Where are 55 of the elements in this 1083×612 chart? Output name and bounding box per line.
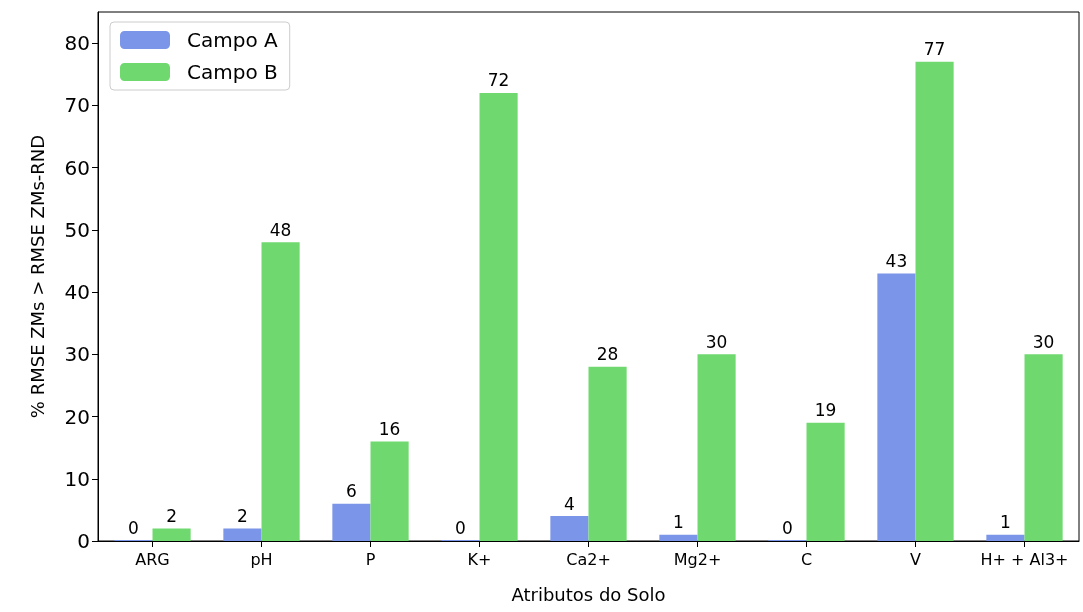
legend-label: Campo B <box>187 60 278 84</box>
bar <box>152 528 191 541</box>
y-tick-label: 0 <box>77 529 90 553</box>
bar <box>806 422 845 541</box>
bar <box>986 534 1025 541</box>
x-tick-label: pH <box>250 549 273 569</box>
x-tick-label: Mg2+ <box>673 549 722 569</box>
data-label: 6 <box>346 481 357 502</box>
bar <box>697 354 736 541</box>
data-label: 19 <box>814 400 837 421</box>
bar <box>223 528 262 541</box>
data-label: 0 <box>128 517 139 538</box>
y-tick-label: 60 <box>64 155 90 180</box>
y-tick-label: 20 <box>64 404 90 429</box>
x-tick-label: H+ + Al3+ <box>980 549 1069 569</box>
bar <box>1024 354 1063 541</box>
x-tick-label: P <box>365 549 376 569</box>
data-label: 0 <box>782 517 793 538</box>
y-tick-label: 40 <box>64 280 90 305</box>
data-label: 0 <box>455 517 466 538</box>
data-label: 48 <box>269 219 292 240</box>
y-axis-title: % RMSE ZMs > RMSE ZMs-RND <box>26 134 48 419</box>
bar <box>877 273 916 541</box>
y-tick-label: 70 <box>64 93 90 118</box>
bar <box>479 92 518 541</box>
bar <box>659 534 698 541</box>
data-label: 2 <box>237 506 248 527</box>
y-tick-label: 30 <box>64 342 90 367</box>
data-label: 4 <box>564 493 575 514</box>
bar <box>261 242 300 541</box>
data-label: 43 <box>885 250 908 271</box>
data-label: 2 <box>166 506 177 527</box>
data-label: 1 <box>673 512 684 533</box>
y-tick-label: 80 <box>64 31 90 56</box>
data-label: 28 <box>596 344 619 365</box>
legend-label: Campo A <box>187 28 278 52</box>
x-tick-label: V <box>910 549 922 569</box>
y-tick-label: 10 <box>64 466 90 491</box>
bar <box>332 503 371 541</box>
data-label: 1 <box>1000 512 1011 533</box>
y-tick-label: 50 <box>64 217 90 242</box>
x-tick-label: C <box>800 549 813 569</box>
data-label: 30 <box>1032 331 1055 352</box>
bar <box>550 516 589 541</box>
x-tick-label: ARG <box>135 549 170 569</box>
bar <box>370 441 409 541</box>
data-label: 72 <box>487 70 510 91</box>
x-tick-label: Ca2+ <box>566 549 611 569</box>
x-tick-label: K+ <box>467 549 492 569</box>
data-label: 16 <box>378 418 401 439</box>
x-axis-title: Atributos do Solo <box>511 583 666 605</box>
data-label: 77 <box>923 39 946 60</box>
bar <box>915 61 954 541</box>
data-label: 30 <box>705 331 728 352</box>
bar <box>588 366 627 541</box>
